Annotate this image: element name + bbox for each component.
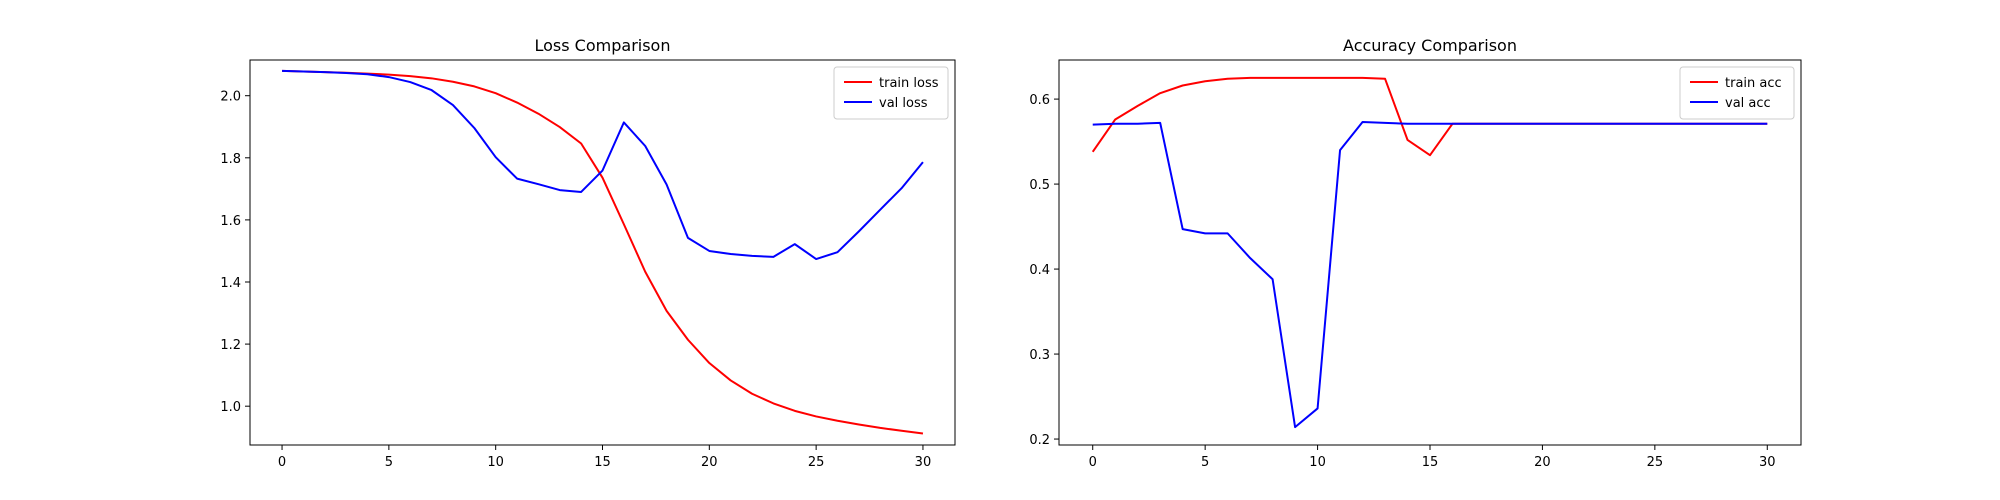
chart-loss-x-tick-label: 10: [487, 455, 504, 470]
chart-loss-x-tick-label: 15: [594, 455, 611, 470]
chart-accuracy-x-tick-label: 5: [1201, 455, 1209, 470]
chart-loss-legend-box: [833, 66, 949, 120]
chart-loss-x-tick-label: 30: [915, 455, 932, 470]
chart-accuracy-series-train-acc: [1091, 76, 1768, 157]
chart-loss-y-tick-label: 2.0: [220, 90, 241, 105]
chart-loss-legend-label: train loss: [879, 76, 939, 91]
chart-loss-x-tick-label: 0: [278, 455, 286, 470]
chart-accuracy-x-tick-label: 20: [1534, 455, 1551, 470]
chart-accuracy-y-tick-label: 0.2: [1029, 433, 1050, 448]
chart-loss-x-tick-label: 25: [808, 455, 825, 470]
chart-loss-axes-frame: [249, 59, 956, 446]
chart-loss-y-tick-label: 1.2: [220, 338, 241, 353]
chart-accuracy-title: Accuracy Comparison: [1343, 36, 1517, 55]
chart-loss-y-tick-label: 1.6: [220, 214, 241, 229]
chart-accuracy-x-tick-label: 15: [1422, 455, 1439, 470]
chart-loss-legend: train loss val loss: [833, 66, 949, 120]
chart-loss-series-train-loss: [282, 69, 924, 435]
chart-accuracy-y-tick-label: 0.5: [1029, 178, 1050, 193]
chart-accuracy-y-tick-label: 0.6: [1029, 93, 1050, 108]
chart-accuracy-x-tick-label: 0: [1089, 455, 1097, 470]
chart-accuracy-x-tick-label: 25: [1647, 455, 1664, 470]
chart-loss-series-val-loss: [282, 69, 924, 261]
chart-loss-y-tick-label: 1.8: [220, 152, 241, 167]
chart-accuracy-series-val-acc: [1092, 121, 1768, 429]
chart-accuracy-legend-box: [1679, 66, 1795, 120]
chart-accuracy-x-tick-label: 30: [1759, 455, 1776, 470]
chart-loss-y-tick-label: 1.4: [220, 276, 241, 291]
chart-loss-legend-label: val loss: [879, 96, 928, 111]
chart-accuracy-legend: train acc val acc: [1679, 66, 1795, 120]
chart-loss-y-tick-label: 1.0: [220, 400, 241, 415]
chart-accuracy-x-tick-label: 10: [1309, 455, 1326, 470]
chart-accuracy-legend-label: val acc: [1725, 96, 1771, 111]
chart-loss-title: Loss Comparison: [535, 36, 671, 55]
chart-loss-x-tick-label: 5: [385, 455, 393, 470]
chart-accuracy-legend-label: train acc: [1725, 76, 1782, 91]
chart-accuracy-y-tick-label: 0.3: [1029, 348, 1050, 363]
chart-accuracy-panel: Accuracy Comparison 0 5 10 15 20 25 30 0.2 0.3 0.4…: [1029, 36, 1802, 470]
chart-loss-x-tick-label: 20: [701, 455, 718, 470]
chart-loss-panel: Loss Comparison 0 5 10 15 20 25 30 1.0 1.2 1.4 1.6 1…: [220, 36, 956, 470]
chart-accuracy-y-tick-label: 0.4: [1029, 263, 1050, 278]
chart-accuracy-axes-frame: [1058, 59, 1802, 446]
